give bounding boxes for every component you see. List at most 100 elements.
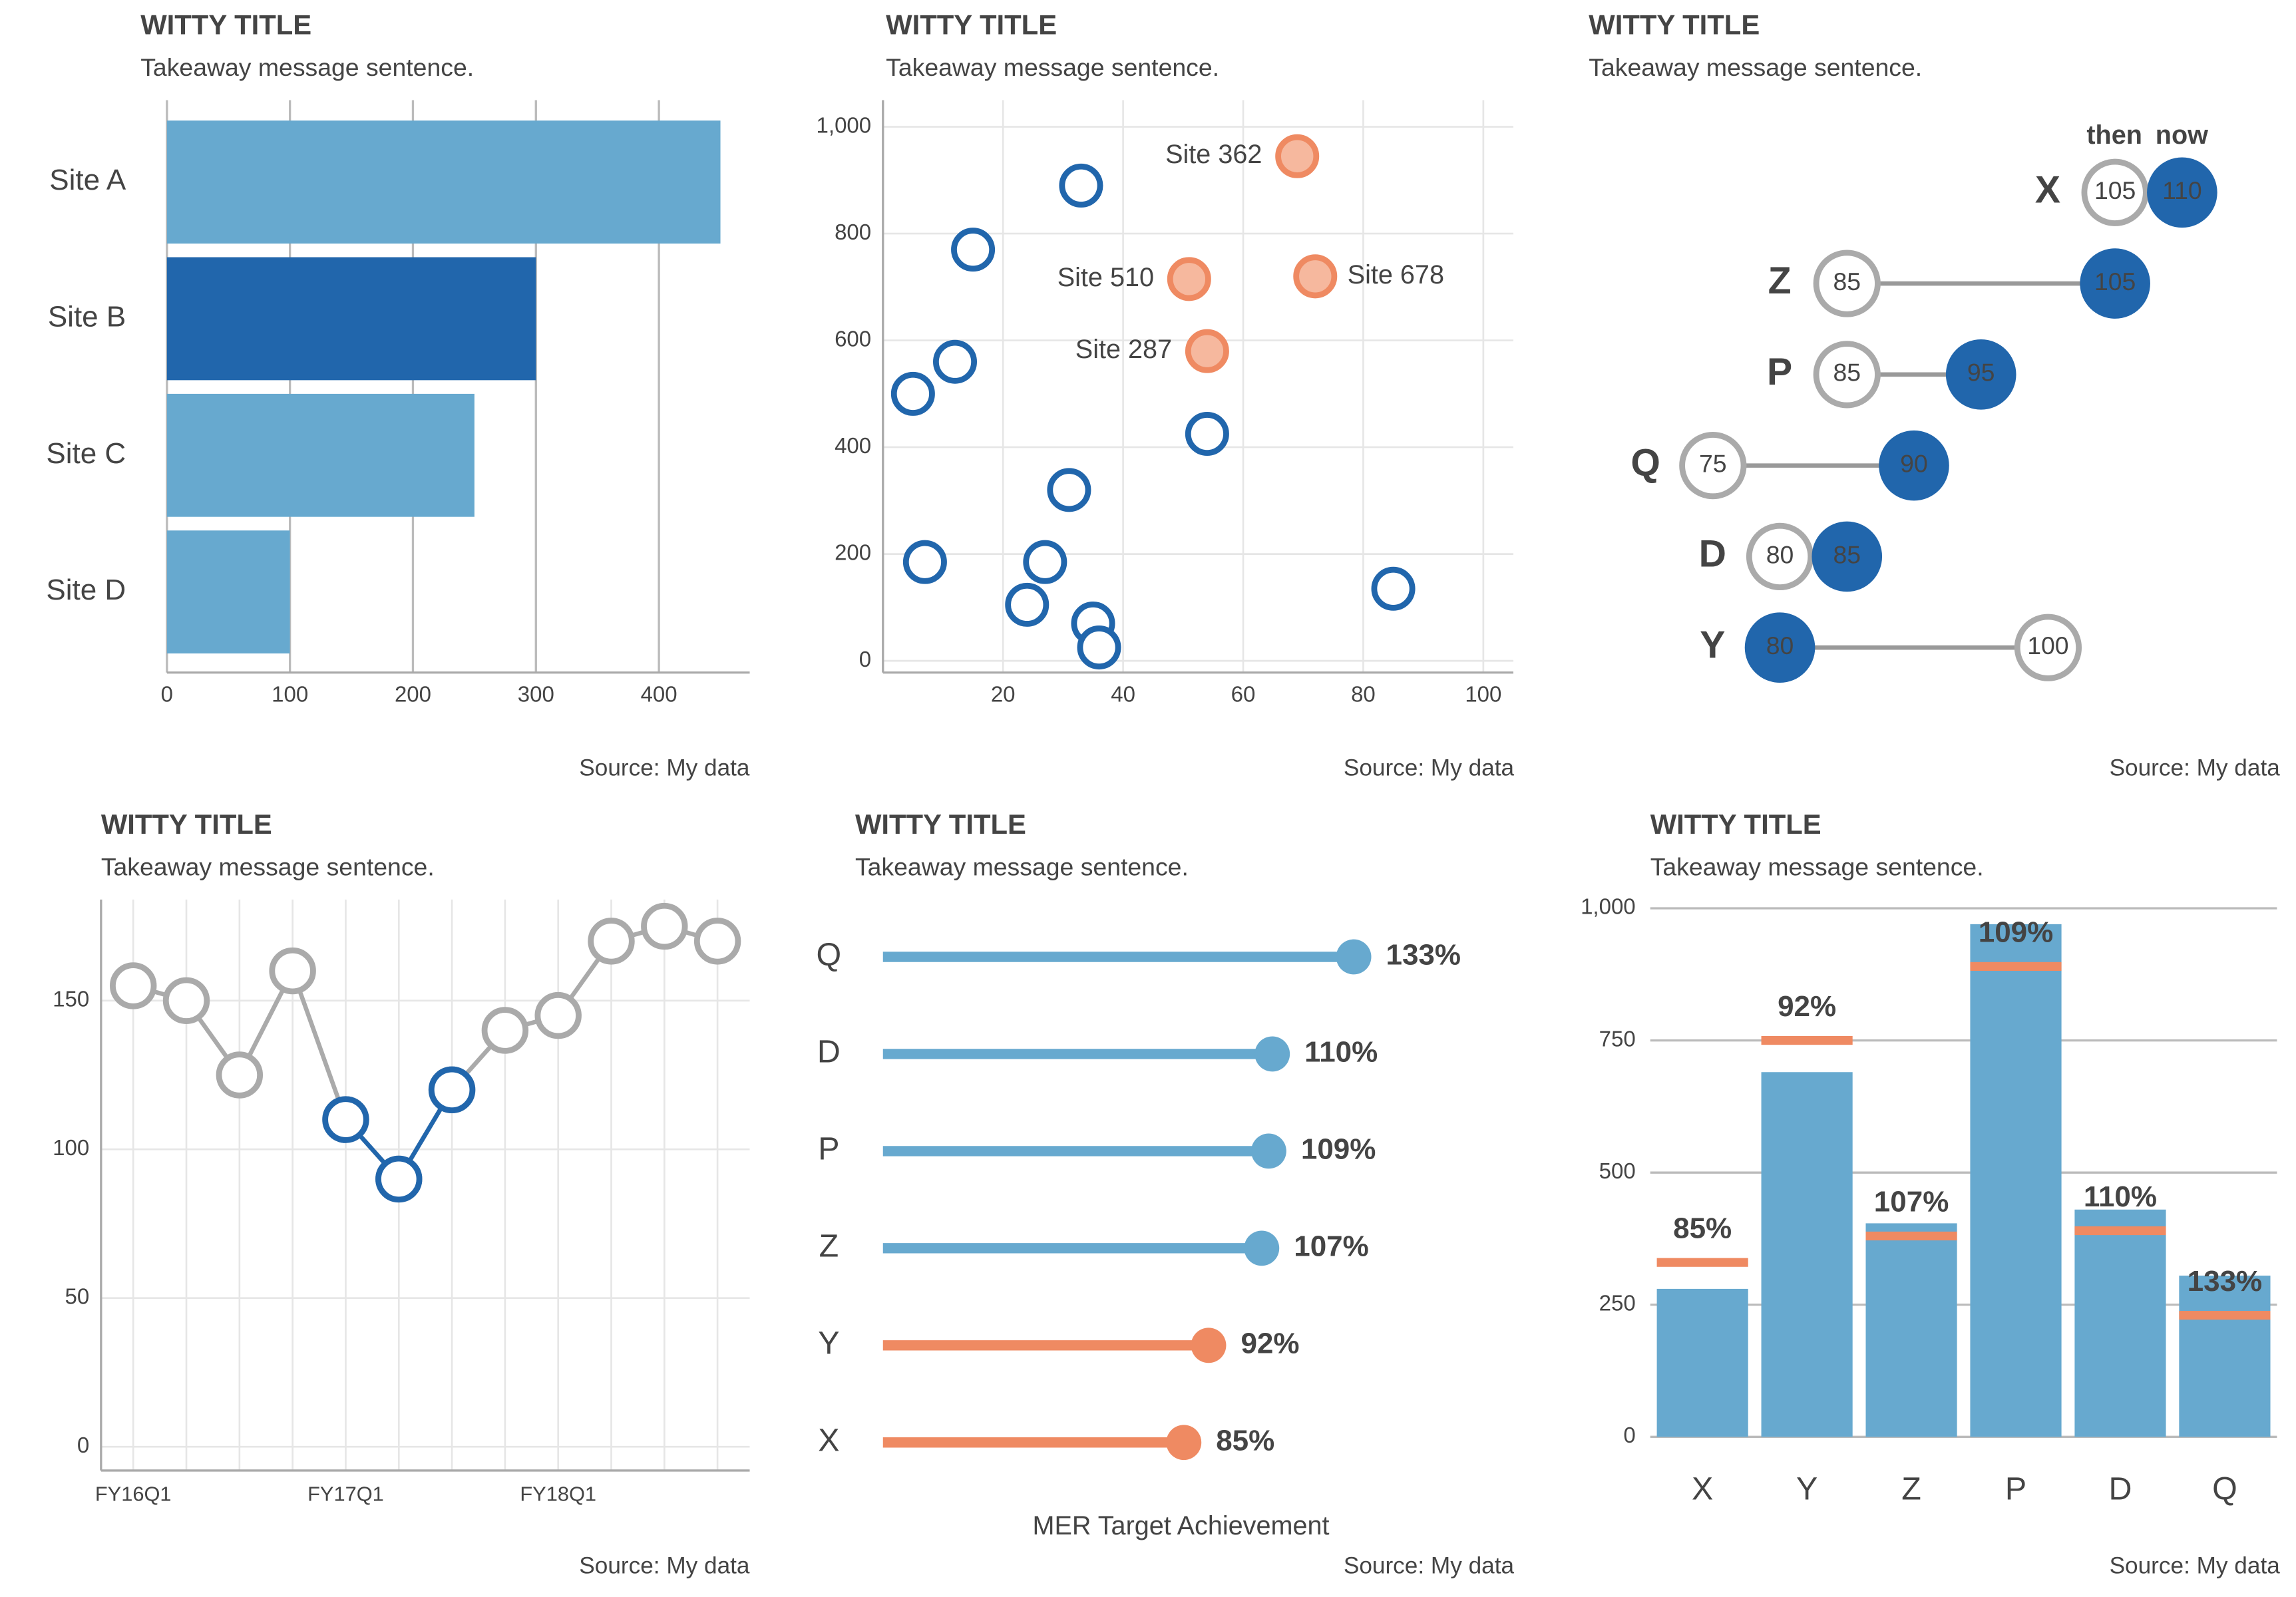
- now-dot: [2147, 157, 2217, 228]
- x-tick-label: 60: [1231, 682, 1256, 707]
- point: [1167, 257, 1211, 301]
- category-label: P: [1767, 351, 1792, 393]
- point: [1005, 582, 1050, 627]
- category-label: Site C: [46, 437, 126, 470]
- target-line: [1761, 1035, 1853, 1045]
- target-line: [1970, 962, 2062, 971]
- y-tick-label: 1,000: [1581, 894, 1636, 919]
- point: [1047, 468, 1091, 512]
- category-label: Site A: [49, 164, 126, 196]
- point-label: Site 678: [1348, 260, 1444, 289]
- then-label: 75: [1699, 450, 1727, 478]
- then-dot: [1746, 522, 1814, 591]
- point: [902, 540, 947, 584]
- category-label: Z: [819, 1228, 839, 1264]
- now-dot: [1945, 339, 2016, 410]
- bar: [166, 530, 290, 654]
- category-label: Site B: [48, 301, 126, 333]
- target-line: [1656, 1258, 1748, 1267]
- y-tick-label: 0: [77, 1433, 89, 1457]
- category-label: D: [2108, 1471, 2132, 1507]
- point-label: Site 362: [1165, 140, 1262, 169]
- target-line: [1865, 1231, 1957, 1241]
- chart-subtitle: Takeaway message sentence.: [1589, 53, 1922, 81]
- chart-source: Source: My data: [2110, 755, 2281, 781]
- point: [1185, 412, 1229, 456]
- x-tick-label: 300: [518, 682, 554, 707]
- x-tick-label: 20: [991, 682, 1016, 707]
- chart-subtitle: Takeaway message sentence.: [855, 852, 1189, 880]
- point: [890, 371, 935, 416]
- then-label: 105: [2094, 176, 2136, 204]
- point: [1077, 625, 1121, 670]
- y-tick-label: 50: [65, 1284, 89, 1308]
- point: [269, 947, 316, 995]
- point: [1371, 566, 1416, 611]
- now-label: 90: [1900, 450, 1928, 478]
- chart-title: WITTY TITLE: [1589, 9, 1760, 41]
- x-tick-label: 40: [1111, 682, 1135, 707]
- x-tick-label: 200: [395, 682, 431, 707]
- y-tick-label: 200: [835, 540, 871, 564]
- point: [481, 1007, 529, 1054]
- series-line: [132, 924, 719, 1183]
- dot: [1251, 1133, 1286, 1169]
- bar: [166, 257, 536, 381]
- point: [1293, 254, 1338, 299]
- y-tick-label: 500: [1599, 1158, 1636, 1183]
- y-tick-label: 150: [53, 986, 89, 1011]
- bar: [1970, 924, 2062, 1437]
- point: [162, 977, 210, 1024]
- target-line: [2179, 1311, 2271, 1320]
- then-dot: [2014, 614, 2082, 681]
- category-label: Q: [817, 937, 842, 973]
- bar: [166, 393, 475, 517]
- x-tick-label: 0: [161, 682, 173, 707]
- value-label: 107%: [1294, 1230, 1369, 1262]
- target-line: [2074, 1226, 2166, 1236]
- category-label: X: [1692, 1471, 1713, 1507]
- chart-source: Source: My data: [1344, 1552, 1515, 1578]
- value-label: 109%: [1301, 1133, 1376, 1166]
- chart-title: WITTY TITLE: [855, 808, 1026, 840]
- point: [322, 1096, 369, 1143]
- chart-subtitle: Takeaway message sentence.: [886, 53, 1219, 81]
- category-label: Y: [1700, 623, 1725, 666]
- category-label: Z: [1901, 1471, 1921, 1507]
- x-tick-label: 100: [1465, 682, 1501, 707]
- value-label: 92%: [1241, 1327, 1299, 1359]
- category-label: D: [817, 1034, 841, 1070]
- then-label: 80: [1766, 540, 1794, 568]
- then-dot: [1813, 250, 1881, 317]
- chart-subtitle: Takeaway message sentence.: [140, 53, 474, 81]
- chart-title: WITTY TITLE: [101, 808, 272, 840]
- category-label: Z: [1768, 260, 1792, 302]
- point-label: Site 287: [1075, 335, 1172, 364]
- now-label: 80: [1766, 631, 1794, 659]
- dot: [1336, 939, 1372, 975]
- percent-label: 109%: [1979, 916, 2054, 949]
- now-label: 95: [1967, 359, 1995, 387]
- chart-source: Source: My data: [1344, 755, 1515, 781]
- chart-title: WITTY TITLE: [140, 9, 311, 41]
- now-dot: [1879, 430, 1949, 501]
- dot: [1254, 1036, 1290, 1072]
- category-label: Site D: [46, 574, 126, 606]
- category-label: Q: [1630, 442, 1660, 484]
- point: [1185, 329, 1229, 373]
- now-label: 110: [2162, 176, 2202, 204]
- percent-label: 92%: [1778, 990, 1836, 1023]
- then-dot: [1813, 341, 1881, 409]
- value-label: 133%: [1386, 939, 1461, 972]
- point: [641, 902, 688, 950]
- chart-title: WITTY TITLE: [1650, 808, 1821, 840]
- percent-label: 110%: [2084, 1180, 2157, 1213]
- point: [110, 962, 157, 1009]
- bar: [1656, 1288, 1748, 1437]
- dot: [1244, 1230, 1280, 1266]
- point: [951, 228, 996, 272]
- chart-source: Source: My data: [579, 755, 750, 781]
- point: [1023, 540, 1067, 584]
- category-label: X: [818, 1423, 839, 1459]
